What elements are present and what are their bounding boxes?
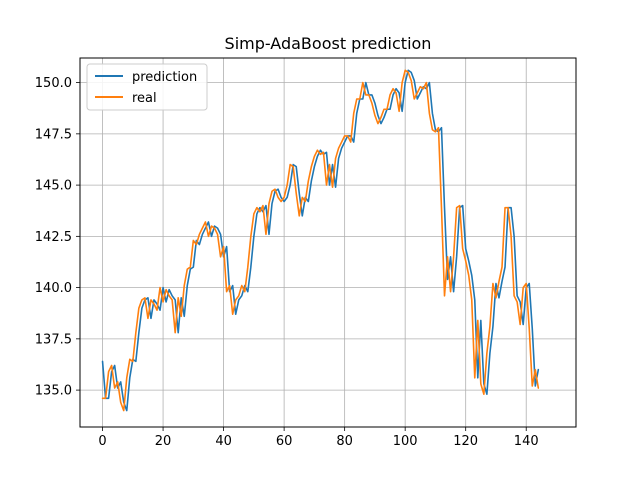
x-tick-label: 120: [453, 434, 478, 449]
legend: prediction real: [86, 63, 208, 111]
x-tick-label: 60: [276, 434, 293, 449]
series-layer: [101, 69, 540, 412]
series-line-real: [101, 69, 540, 412]
x-tick-label: 80: [336, 434, 353, 449]
x-tick-label: 100: [393, 434, 418, 449]
x-tick-label: 140: [514, 434, 539, 449]
x-axis: 0 20 40 60 80 100 120 140: [98, 427, 539, 449]
legend-label-prediction: prediction: [132, 70, 197, 85]
chart-title: Simp-AdaBoost prediction: [225, 34, 432, 53]
x-tick-label: 0: [98, 434, 106, 449]
y-tick-label: 147.5: [35, 127, 72, 142]
series-line-prediction: [101, 69, 540, 412]
y-tick-label: 135.0: [35, 384, 72, 399]
y-tick-label: 145.0: [35, 179, 72, 194]
x-tick-label: 40: [215, 434, 232, 449]
y-tick-label: 142.5: [35, 230, 72, 245]
y-tick-label: 140.0: [35, 281, 72, 296]
y-axis: 135.0 137.5 140.0 142.5 145.0 147.5 150.0: [35, 76, 80, 399]
y-tick-label: 137.5: [35, 332, 72, 347]
legend-label-real: real: [132, 91, 157, 106]
plot-frame: [79, 57, 577, 428]
y-tick-label: 150.0: [35, 76, 72, 91]
x-tick-label: 20: [155, 434, 172, 449]
